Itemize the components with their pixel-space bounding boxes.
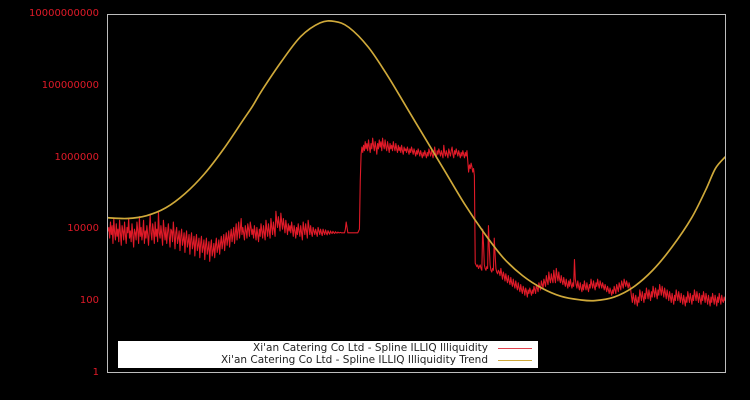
y-axis-tick-label: 100000000 bbox=[41, 79, 99, 91]
legend-entry-series[interactable]: Xi'an Catering Co Ltd - Spline ILLIQ Ill… bbox=[118, 343, 538, 355]
illiquidity-trend-line bbox=[108, 20, 725, 302]
line-swatch-series-icon bbox=[498, 348, 532, 349]
legend-label-trend: Xi'an Catering Co Ltd - Spline ILLIQ Ill… bbox=[220, 354, 488, 366]
plot-area bbox=[107, 14, 726, 373]
chart-svg bbox=[108, 20, 725, 307]
legend-entry-trend[interactable]: Xi'an Catering Co Ltd - Spline ILLIQ Ill… bbox=[118, 355, 538, 367]
y-axis-tick-label: 10000 bbox=[67, 223, 99, 235]
y-axis-tick-label: 100 bbox=[79, 295, 99, 307]
line-swatch-trend-icon bbox=[498, 360, 532, 361]
y-axis-tick-label: 1 bbox=[92, 367, 99, 378]
y-axis-tick-label: 10000000000 bbox=[29, 8, 99, 19]
legend-label-series: Xi'an Catering Co Ltd - Spline ILLIQ Ill… bbox=[253, 342, 488, 354]
y-axis-tick-labels: 10000000000 100000000 1000000 10000 100 1 bbox=[0, 0, 103, 400]
chart-legend: Xi'an Catering Co Ltd - Spline ILLIQ Ill… bbox=[118, 341, 538, 368]
y-axis-tick-label: 1000000 bbox=[54, 151, 99, 163]
illiquidity-series-line bbox=[108, 137, 725, 307]
